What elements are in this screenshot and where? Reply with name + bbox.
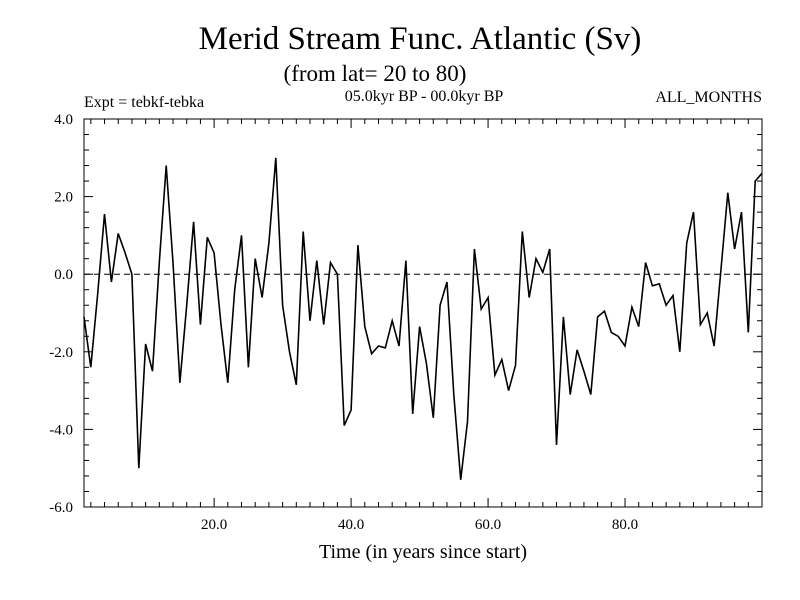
- x-tick-label: 80.0: [612, 517, 638, 533]
- chart-title: Merid Stream Func. Atlantic (Sv): [199, 21, 642, 57]
- x-tick-label: 20.0: [201, 517, 227, 533]
- y-tick-label: -6.0: [49, 500, 73, 516]
- y-tick-label: 2.0: [54, 190, 73, 206]
- plot-area: 20.0 40.0 60.0 80.0 -6.0 -4.0 -2.0 0.0 2.0 4.0: [49, 112, 763, 533]
- period-label: 05.0kyr BP - 00.0kyr BP: [345, 88, 504, 105]
- y-tick-label: -2.0: [49, 345, 73, 361]
- season-label: ALL_MONTHS: [655, 89, 762, 106]
- x-tick-label: 40.0: [338, 517, 364, 533]
- y-tick-label: 4.0: [54, 112, 73, 128]
- plot-frame: [83, 118, 763, 508]
- series-line: [83, 157, 763, 480]
- x-tick-label: 60.0: [475, 517, 501, 533]
- y-tick-label: 0.0: [54, 267, 73, 283]
- chart-subtitle: (from lat= 20 to 80): [284, 61, 467, 86]
- y-tick-label: -4.0: [49, 422, 73, 438]
- experiment-label: Expt = tebkf-tebka: [84, 94, 204, 111]
- x-axis-label: Time (in years since start): [319, 541, 527, 563]
